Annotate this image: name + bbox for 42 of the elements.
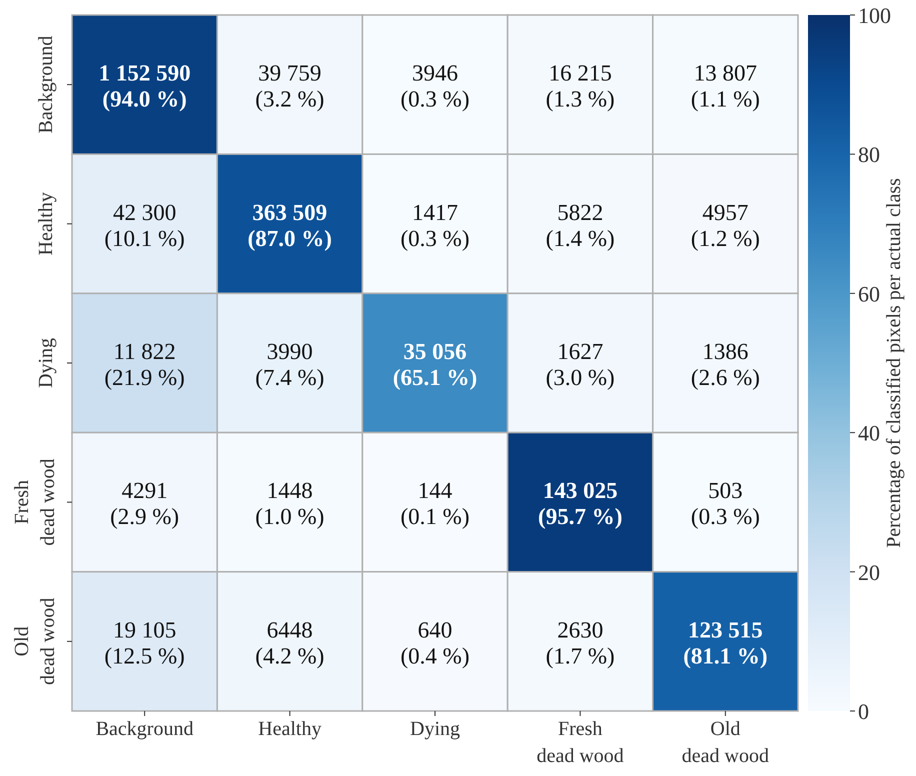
- x-tick-label: Healthy: [258, 718, 322, 740]
- data-label: 16 215 (1.3 %): [546, 60, 615, 112]
- data-label: 143 025 (95.7 %): [538, 478, 622, 530]
- y-tick-label: Old dead wood: [11, 598, 59, 685]
- x-tick-label: Fresh dead wood: [536, 718, 624, 767]
- data-label: 4291 (2.9 %): [110, 478, 180, 530]
- y-tick-label: Background: [35, 36, 57, 134]
- data-label: 1 152 590 (94.0 %): [98, 60, 191, 112]
- data-label: 3946 (0.3 %): [400, 60, 470, 112]
- data-label: 6448 (4.2 %): [255, 617, 324, 668]
- data-label: 1417 (0.3 %): [400, 200, 470, 251]
- color-bar-label: 60: [858, 281, 880, 306]
- color-bar-label: 40: [858, 420, 880, 446]
- data-label: 11 822 (21.9 %): [104, 339, 185, 390]
- data-label: 35 056 (65.1 %): [392, 339, 478, 390]
- data-label: 123 515 (81.1 %): [683, 617, 768, 668]
- data-label: 19 105 (12.5 %): [104, 617, 185, 668]
- data-label: 1627 (3.0 %): [546, 339, 615, 390]
- data-label: 640 (0.4 %): [400, 617, 470, 668]
- color-bar-label: 100: [858, 3, 891, 28]
- data-label: 363 509 (87.0 %): [248, 200, 332, 251]
- x-tick-label: Old dead wood: [682, 718, 769, 767]
- data-label: 13 807 (1.1 %): [690, 60, 760, 112]
- data-label: 1386 (2.6 %): [690, 339, 760, 390]
- data-label: 4957 (1.2 %): [690, 200, 760, 251]
- data-label: 503 (0.3 %): [690, 478, 760, 530]
- data-label: 1448 (1.0 %): [255, 478, 324, 530]
- data-label: 3990 (7.4 %): [255, 339, 324, 390]
- x-tick-label: Background: [96, 718, 194, 740]
- color-bar-label: 0: [858, 699, 869, 724]
- data-label: 2630 (1.7 %): [546, 617, 615, 668]
- y-tick-label: Fresh dead wood: [11, 458, 59, 546]
- x-tick-label: Dying: [410, 718, 460, 740]
- color-bar-title: Percentage of classified pixels per actual class: [883, 178, 905, 548]
- y-tick-label: Healthy: [35, 192, 57, 256]
- color-bar-label: 80: [858, 142, 880, 168]
- color-bar-label: 20: [858, 560, 880, 585]
- y-tick-label: Dying: [35, 338, 57, 388]
- data-label: 5822 (1.4 %): [546, 200, 615, 251]
- data-label: 144 (0.1 %): [400, 478, 470, 530]
- data-label: 42 300 (10.1 %): [104, 200, 185, 251]
- data-label: 39 759 (3.2 %): [255, 60, 324, 112]
